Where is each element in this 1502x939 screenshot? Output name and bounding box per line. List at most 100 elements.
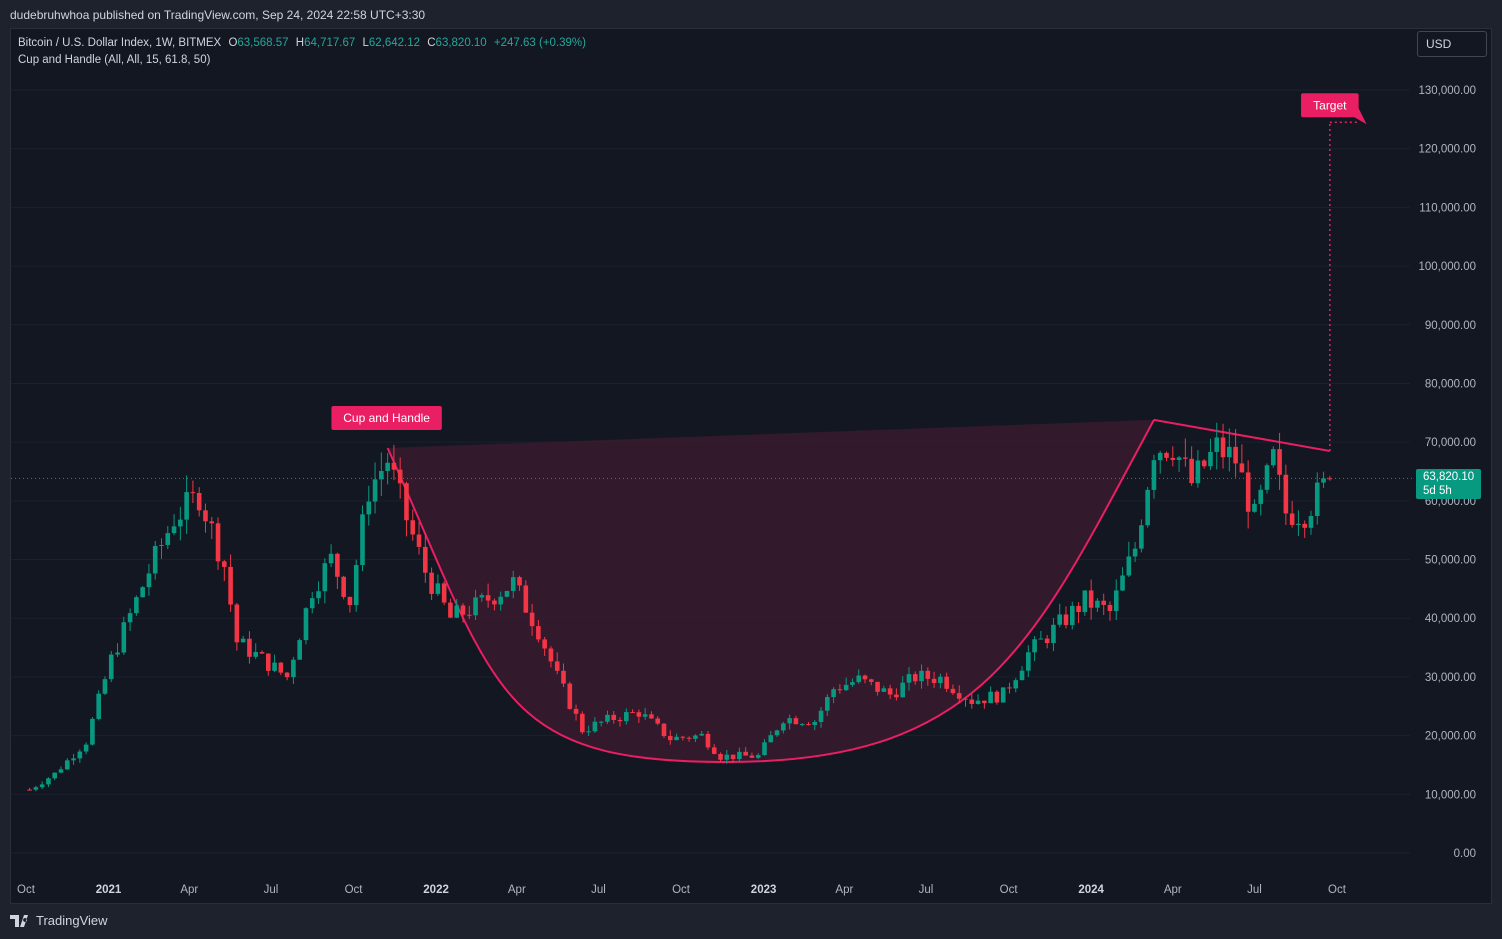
tradingview-logo[interactable]: TradingView — [10, 913, 108, 928]
candle — [1038, 631, 1044, 640]
candle — [1227, 428, 1232, 472]
candle — [297, 638, 302, 660]
candle — [265, 653, 271, 676]
brand-text: TradingView — [36, 913, 108, 928]
price-tick-label: 80,000.00 — [1425, 378, 1476, 390]
candle — [711, 744, 717, 755]
candle — [102, 676, 108, 695]
change-value: +247.63 (+0.39%) — [493, 37, 586, 49]
candle — [423, 533, 428, 583]
candle — [812, 719, 818, 731]
candle — [956, 685, 962, 704]
candle — [33, 785, 39, 792]
target-label-tail — [1352, 108, 1367, 125]
price-tick-label: 40,000.00 — [1425, 613, 1476, 625]
candle — [818, 707, 824, 728]
candle — [134, 595, 139, 616]
time-tick-label: Oct — [1328, 884, 1347, 896]
price-tick-label: 0.00 — [1454, 848, 1476, 860]
candle — [611, 711, 617, 724]
candle — [667, 730, 673, 745]
candle — [1044, 635, 1050, 649]
candle — [793, 715, 799, 725]
candle — [247, 631, 252, 664]
time-tick-label: 2024 — [1078, 884, 1104, 896]
candle — [887, 684, 893, 699]
candle — [674, 733, 679, 741]
candle — [548, 646, 554, 668]
candle — [284, 672, 290, 681]
candle — [1069, 601, 1075, 630]
candle — [944, 672, 949, 692]
time-tick-label: Jul — [1247, 884, 1262, 896]
price-tick-label: 70,000.00 — [1425, 437, 1476, 449]
candle — [1189, 446, 1194, 486]
candle — [1270, 446, 1276, 468]
pattern-label: Cup and Handle — [331, 406, 442, 431]
symbol-label: Bitcoin / U.S. Dollar Index, 1W, BITMEX — [18, 37, 222, 49]
target-label-text: Target — [1313, 98, 1347, 112]
candle — [1183, 438, 1188, 467]
candle — [768, 731, 774, 743]
candle — [46, 777, 51, 788]
candle — [391, 444, 397, 481]
candle — [165, 526, 171, 550]
candle — [39, 781, 45, 790]
candle — [1132, 541, 1138, 563]
candle — [686, 736, 692, 742]
candle — [856, 669, 862, 684]
candle — [366, 485, 372, 526]
candle — [159, 538, 164, 559]
candle — [636, 709, 642, 723]
candle — [115, 643, 120, 657]
candle — [190, 480, 196, 503]
candle — [448, 598, 453, 618]
candle — [96, 690, 101, 721]
candle — [988, 686, 993, 704]
candle — [799, 723, 805, 727]
candle — [567, 681, 573, 710]
time-tick-label: 2021 — [96, 884, 122, 896]
time-tick-label: Oct — [1000, 884, 1019, 896]
candle — [592, 717, 598, 733]
price-tick-label: 110,000.00 — [1419, 202, 1476, 214]
candle — [316, 581, 321, 604]
price-tick-label: 20,000.00 — [1425, 731, 1476, 743]
indicator-label: Cup and Handle (All, All, 15, 61.8, 50) — [18, 54, 211, 66]
indicator-row[interactable]: Cup and Handle (All, All, 15, 61.8, 50) — [18, 52, 586, 69]
candle — [1063, 606, 1069, 629]
candle — [1013, 677, 1019, 693]
candle — [1233, 429, 1238, 478]
candle — [693, 734, 698, 743]
candle — [209, 516, 215, 540]
candle — [1283, 464, 1289, 525]
candle — [341, 575, 346, 600]
candle — [108, 651, 114, 683]
candle — [642, 707, 648, 720]
candle — [58, 766, 64, 774]
price-axis[interactable]: 0.00 10,000.00 20,000.00 30,000.00 40,000.00… — [1418, 85, 1476, 860]
candle — [184, 475, 189, 534]
time-tick-label: Apr — [508, 884, 526, 896]
candle — [309, 592, 315, 614]
candle — [586, 725, 591, 736]
candle — [1220, 423, 1226, 469]
candle — [77, 749, 83, 763]
candle — [875, 681, 880, 696]
candle — [253, 643, 259, 660]
candle — [404, 481, 409, 537]
candle — [994, 690, 1000, 705]
time-axis[interactable]: Oct 2021 Apr Jul Oct 2022 Apr Jul Oct 2023 Apr Jul O… — [17, 884, 1347, 896]
candle — [466, 605, 472, 619]
candle — [730, 754, 736, 764]
candle — [630, 709, 635, 714]
candle — [1095, 598, 1100, 612]
currency-button[interactable]: USD — [1417, 31, 1487, 57]
cup-curve — [386, 419, 1155, 764]
candle — [1176, 455, 1182, 472]
candle — [536, 620, 541, 643]
cup-fill — [387, 419, 1154, 763]
candle — [1327, 475, 1333, 481]
candle — [523, 580, 529, 614]
